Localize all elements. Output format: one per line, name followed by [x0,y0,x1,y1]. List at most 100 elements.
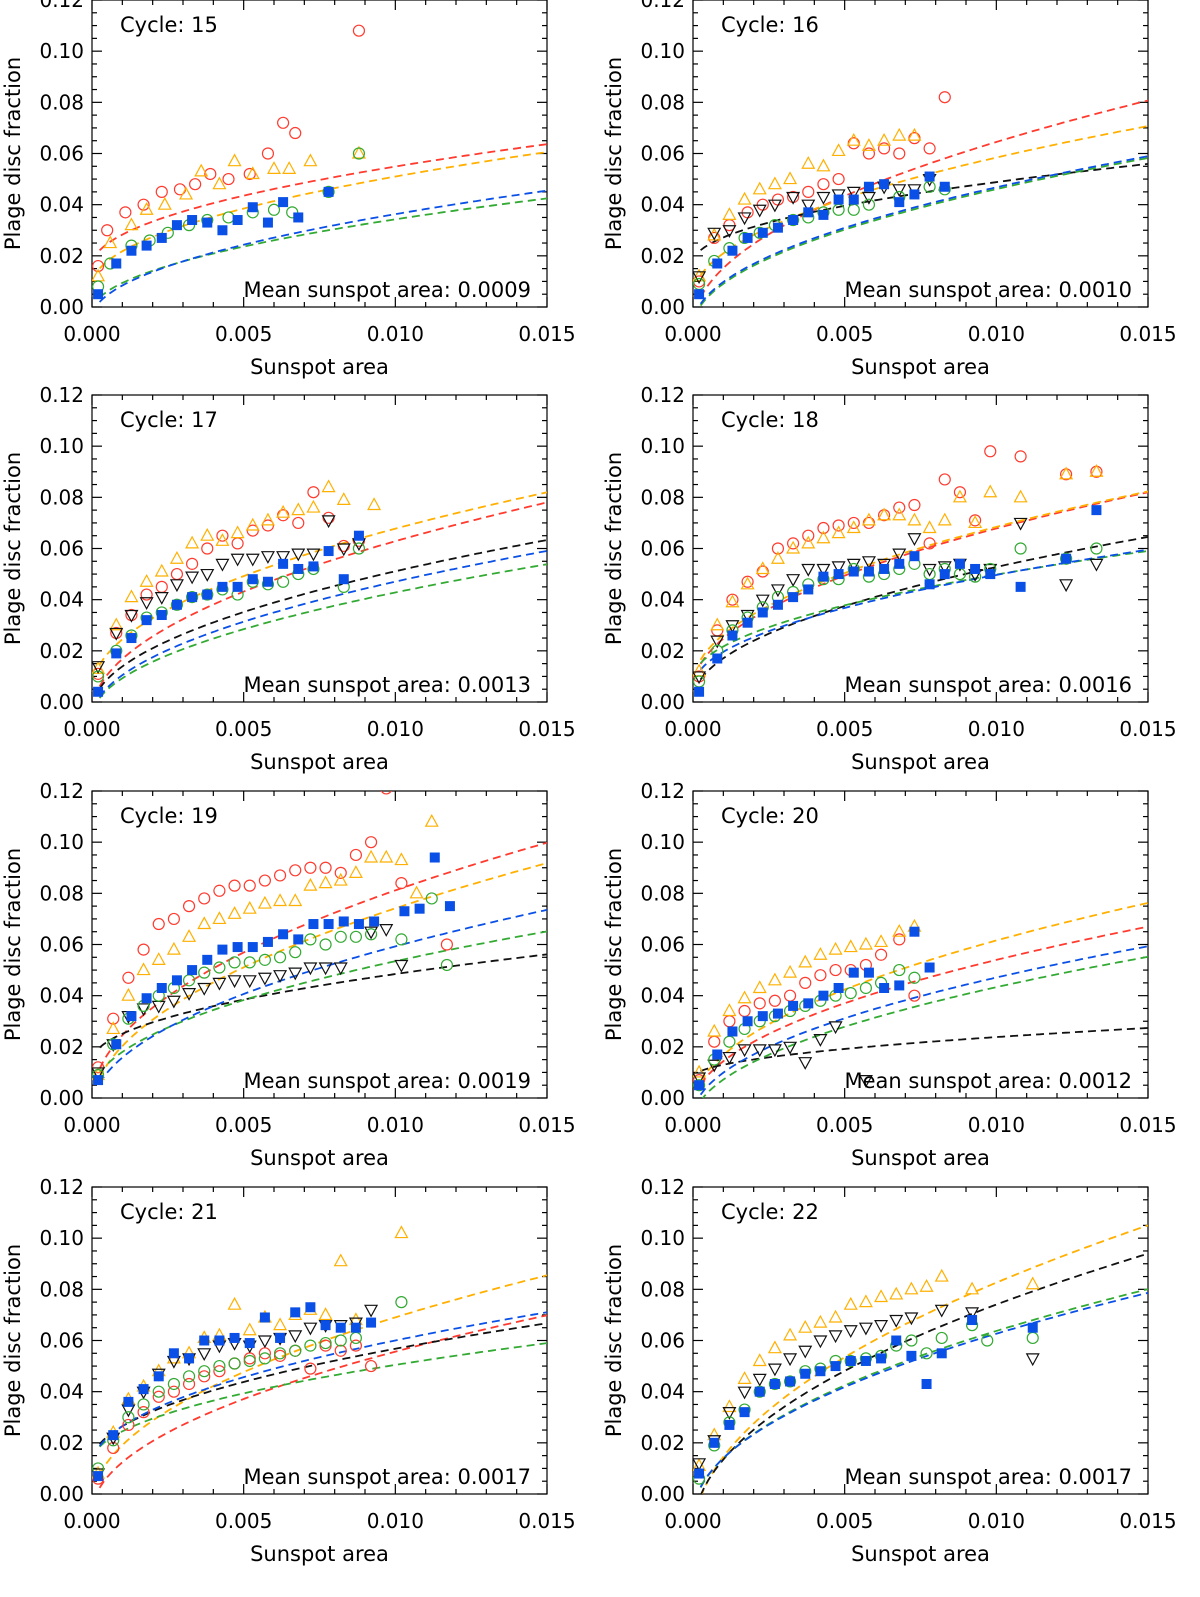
x-tick-label: 0.000 [63,322,120,346]
y-tick-label: 0.00 [39,1482,84,1506]
point-red [304,861,317,874]
point-orange [816,158,831,172]
point-blue [939,569,950,580]
point-black [828,1021,843,1035]
point-black [693,271,707,285]
x-tick-label: 0.005 [816,717,873,741]
point-blue [894,197,905,208]
point-orange [157,196,172,210]
point-red [243,879,256,892]
point-orange [861,138,876,151]
y-tick-label: 0.12 [39,0,84,12]
point-blue [727,1026,738,1037]
point-blue [876,1353,887,1364]
point-blue [217,944,228,955]
point-black [737,1044,752,1058]
point-black [737,212,752,226]
point-green [352,542,366,555]
x-tick-label: 0.000 [664,1509,721,1533]
x-axis-title: Sunspot area [851,1542,990,1566]
point-orange [786,540,801,554]
point-orange [245,517,260,531]
point-blue [350,1322,361,1333]
point-orange [710,617,725,631]
point-black [707,1059,722,1073]
fit-line-red [699,925,1148,1086]
point-black [303,1322,318,1336]
point-green [273,1347,287,1360]
point-black [379,924,394,937]
fit-line-red [98,1314,547,1489]
point-blue [278,197,289,208]
fit-line-red [699,491,1148,665]
point-blue [863,181,874,192]
y-tick-label: 0.10 [640,830,685,854]
point-red [817,178,830,191]
point-orange [767,1340,782,1354]
point-green [92,670,105,683]
point-black [752,1044,767,1058]
point-green [122,1411,135,1424]
point-blue [187,215,198,226]
y-tick-label: 0.00 [39,1086,84,1110]
point-black [798,1057,813,1070]
y-tick-label: 0.04 [39,588,84,612]
point-blue [848,566,859,577]
point-red [167,912,180,926]
mean-sunspot-area-label: Mean sunspot area: 0.0017 [844,1465,1132,1489]
y-tick-label: 0.06 [39,537,84,561]
point-red [923,537,936,550]
point-orange [831,525,846,539]
point-red [829,963,842,977]
point-orange [103,235,118,249]
point-red [155,580,168,593]
point-red [726,593,739,606]
data-layer [693,1224,1148,1494]
point-blue [338,916,349,927]
point-orange [937,512,952,526]
point-red [198,1370,211,1383]
point-red [304,1362,317,1375]
y-tick-label: 0.04 [640,588,685,612]
point-blue [830,1361,841,1372]
point-orange [922,520,937,534]
point-red [953,486,967,499]
point-red [832,172,845,186]
point-blue [414,903,425,914]
point-orange [124,589,139,603]
point-black [934,1304,949,1318]
point-green [723,1035,736,1048]
cycle-label: Cycle: 17 [120,408,218,432]
fit-line-black [700,1252,1148,1494]
point-red [182,1377,196,1391]
y-tick-label: 0.06 [640,142,685,166]
point-orange [333,872,348,886]
point-green [304,933,317,946]
point-red [753,997,766,1010]
x-axis-title: Sunspot area [250,1146,389,1170]
point-red [261,147,275,160]
point-blue [232,942,243,953]
point-orange [798,1319,813,1333]
point-red [167,1385,180,1398]
point-black [892,184,907,198]
point-green [161,226,174,239]
point-orange [889,1286,904,1300]
y-tick-label: 0.10 [640,1226,685,1250]
point-blue [863,566,874,577]
point-red [152,917,165,931]
point-black [816,563,831,577]
point-blue [742,617,753,628]
point-blue [214,1335,225,1346]
point-blue [262,936,273,947]
point-blue [141,615,152,626]
point-black [245,553,260,567]
point-red [186,557,199,570]
point-orange [212,176,227,190]
y-tick-label: 0.02 [640,1035,685,1059]
x-tick-label: 0.010 [367,1113,424,1137]
point-orange [752,1353,767,1367]
x-tick-label: 0.005 [215,1509,272,1533]
point-orange [725,594,740,608]
y-axis-title: Plage disc fraction [1,1244,25,1437]
